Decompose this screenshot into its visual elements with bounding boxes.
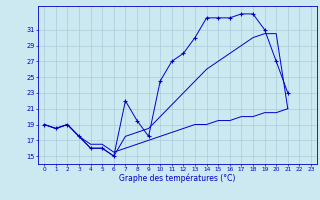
X-axis label: Graphe des températures (°C): Graphe des températures (°C) [119,174,236,183]
